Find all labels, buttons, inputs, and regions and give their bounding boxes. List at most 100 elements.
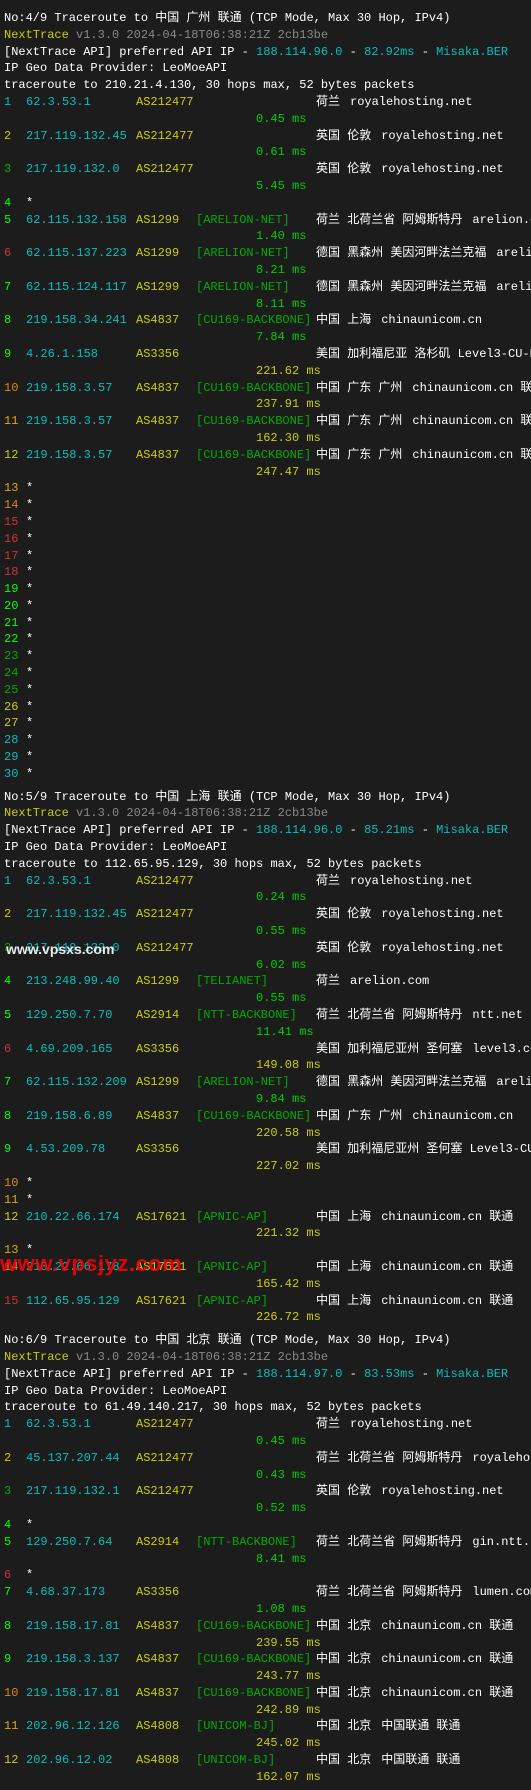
hop-index: 8 bbox=[4, 1108, 26, 1125]
hop-row: 162.3.53.1AS212477荷兰royalehosting.net bbox=[4, 1416, 527, 1433]
hop-latency: 162.07 ms bbox=[256, 1769, 527, 1786]
hop-host: royalehosting.net bbox=[350, 874, 472, 888]
hop-latency: 11.41 ms bbox=[256, 1024, 527, 1041]
hop-index: 13 bbox=[4, 480, 26, 497]
hop-row: 29* bbox=[4, 749, 527, 766]
hop-latency: 245.02 ms bbox=[256, 1735, 527, 1752]
hop-asn-tag: [CU169-BACKBONE] bbox=[196, 1651, 316, 1668]
hop-star: * bbox=[26, 700, 33, 714]
hop-asn: AS1299 bbox=[136, 1074, 196, 1091]
hop-asn: AS212477 bbox=[136, 873, 196, 890]
hop-ip: 45.137.207.44 bbox=[26, 1450, 136, 1467]
hop-index: 23 bbox=[4, 648, 26, 665]
hop-ip: 4.53.209.78 bbox=[26, 1141, 136, 1158]
hop-row: 10219.158.3.57AS4837[CU169-BACKBONE]中国 广… bbox=[4, 380, 527, 397]
hop-asn: AS4808 bbox=[136, 1718, 196, 1735]
hop-asn-tag: [TELIANET] bbox=[196, 973, 316, 990]
hop-latency: 0.45 ms bbox=[256, 111, 527, 128]
hop-geo: 荷兰 北荷兰省 阿姆斯特丹 bbox=[316, 1008, 462, 1022]
hop-asn: AS1299 bbox=[136, 973, 196, 990]
hop-geo: 荷兰 bbox=[316, 874, 340, 888]
hop-index: 12 bbox=[4, 1752, 26, 1769]
hop-ip: 219.158.3.57 bbox=[26, 413, 136, 430]
hop-host: chinaunicom.cn 联通 bbox=[381, 1686, 513, 1700]
hop-row: 25* bbox=[4, 682, 527, 699]
hop-star: * bbox=[26, 649, 33, 663]
hop-ip: 202.96.12.02 bbox=[26, 1752, 136, 1769]
hop-geo: 中国 北京 bbox=[316, 1686, 371, 1700]
hop-row: 15112.65.95.129AS17621[APNIC-AP]中国 上海chi… bbox=[4, 1293, 527, 1310]
hop-star: * bbox=[26, 733, 33, 747]
hop-asn: AS212477 bbox=[136, 940, 196, 957]
hop-asn-tag: [CU169-BACKBONE] bbox=[196, 413, 316, 430]
hop-index: 9 bbox=[4, 346, 26, 363]
hop-row: 162.3.53.1AS212477荷兰royalehosting.net bbox=[4, 94, 527, 111]
hop-asn: AS212477 bbox=[136, 1416, 196, 1433]
hop-ip: 62.115.132.158 bbox=[26, 212, 136, 229]
hop-row: 11202.96.12.126AS4808[UNICOM-BJ]中国 北京中国联… bbox=[4, 1718, 527, 1735]
hop-row: 23* bbox=[4, 648, 527, 665]
hop-geo: 中国 北京 bbox=[316, 1753, 371, 1767]
watermark-bottom: www.vpsjyz.com bbox=[0, 1249, 182, 1280]
hop-asn: AS3356 bbox=[136, 1041, 196, 1058]
hop-row: 10219.158.17.81AS4837[CU169-BACKBONE]中国 … bbox=[4, 1685, 527, 1702]
hop-asn: AS4837 bbox=[136, 1651, 196, 1668]
trace-cmd: traceroute to 210.21.4.130, 30 hops max,… bbox=[4, 77, 527, 94]
hop-asn: AS1299 bbox=[136, 212, 196, 229]
hop-host: arelion.com bbox=[496, 280, 531, 294]
hop-row: 12210.22.66.174AS17621[APNIC-AP]中国 上海chi… bbox=[4, 1209, 527, 1226]
hop-ip: 62.3.53.1 bbox=[26, 873, 136, 890]
hop-star: * bbox=[26, 632, 33, 646]
hop-asn-tag: [ARELION-NET] bbox=[196, 212, 316, 229]
hop-index: 8 bbox=[4, 1618, 26, 1635]
hop-host: chinaunicom.cn 联通 bbox=[412, 381, 531, 395]
hop-index: 22 bbox=[4, 631, 26, 648]
hop-host: chinaunicom.cn 联通 bbox=[412, 414, 531, 428]
hop-index: 14 bbox=[4, 497, 26, 514]
hop-host: royalehosting.net bbox=[350, 1417, 472, 1431]
hop-asn-tag: [CU169-BACKBONE] bbox=[196, 1618, 316, 1635]
hop-asn-tag: [CU169-BACKBONE] bbox=[196, 1685, 316, 1702]
trace-cmd: traceroute to 61.49.140.217, 30 hops max… bbox=[4, 1399, 527, 1416]
hop-ip: 217.119.132.1 bbox=[26, 1483, 136, 1500]
hop-ip: 202.96.12.126 bbox=[26, 1718, 136, 1735]
hop-geo: 荷兰 北荷兰省 阿姆斯特丹 bbox=[316, 1451, 462, 1465]
hop-latency: 6.02 ms bbox=[256, 957, 527, 974]
hop-latency: 237.91 ms bbox=[256, 396, 527, 413]
hop-row: 3217.119.132.0AS212477英国 伦敦royalehosting… bbox=[4, 161, 527, 178]
hop-star: * bbox=[26, 767, 33, 781]
hop-asn-tag: [NTT-BACKBONE] bbox=[196, 1007, 316, 1024]
api-line: [NextTrace API] preferred API IP - 188.1… bbox=[4, 44, 527, 61]
hop-row: 24* bbox=[4, 665, 527, 682]
geo-provider: IP Geo Data Provider: LeoMoeAPI bbox=[4, 60, 527, 77]
hop-row: 662.115.137.223AS1299[ARELION-NET]德国 黑森州… bbox=[4, 245, 527, 262]
hop-asn-tag: [ARELION-NET] bbox=[196, 245, 316, 262]
hop-latency: 162.30 ms bbox=[256, 430, 527, 447]
hop-latency: 8.11 ms bbox=[256, 296, 527, 313]
hop-latency: 227.02 ms bbox=[256, 1158, 527, 1175]
hop-host: royalehosting.net bbox=[381, 907, 503, 921]
hop-star: * bbox=[26, 683, 33, 697]
hop-asn: AS3356 bbox=[136, 1141, 196, 1158]
hop-row: 162.3.53.1AS212477荷兰royalehosting.net bbox=[4, 873, 527, 890]
hop-ip: 219.158.17.81 bbox=[26, 1685, 136, 1702]
hop-star: * bbox=[26, 549, 33, 563]
hop-ip: 129.250.7.64 bbox=[26, 1534, 136, 1551]
hop-host: arelion.com bbox=[350, 974, 429, 988]
hop-asn: AS212477 bbox=[136, 906, 196, 923]
hop-row: 562.115.132.158AS1299[ARELION-NET]荷兰 北荷兰… bbox=[4, 212, 527, 229]
hop-asn: AS2914 bbox=[136, 1534, 196, 1551]
hop-row: 762.115.124.117AS1299[ARELION-NET]德国 黑森州… bbox=[4, 279, 527, 296]
hop-index: 30 bbox=[4, 766, 26, 783]
hop-geo: 中国 北京 bbox=[316, 1619, 371, 1633]
hop-asn: AS212477 bbox=[136, 161, 196, 178]
hop-row: 12219.158.3.57AS4837[CU169-BACKBONE]中国 广… bbox=[4, 447, 527, 464]
hop-index: 19 bbox=[4, 581, 26, 598]
hop-geo: 中国 广东 广州 bbox=[316, 381, 402, 395]
hop-index: 4 bbox=[4, 1517, 26, 1534]
hop-index: 9 bbox=[4, 1651, 26, 1668]
hop-row: 13* bbox=[4, 480, 527, 497]
hop-index: 5 bbox=[4, 212, 26, 229]
hop-asn: AS212477 bbox=[136, 1450, 196, 1467]
hop-host: 中国联通 联通 bbox=[381, 1753, 460, 1767]
